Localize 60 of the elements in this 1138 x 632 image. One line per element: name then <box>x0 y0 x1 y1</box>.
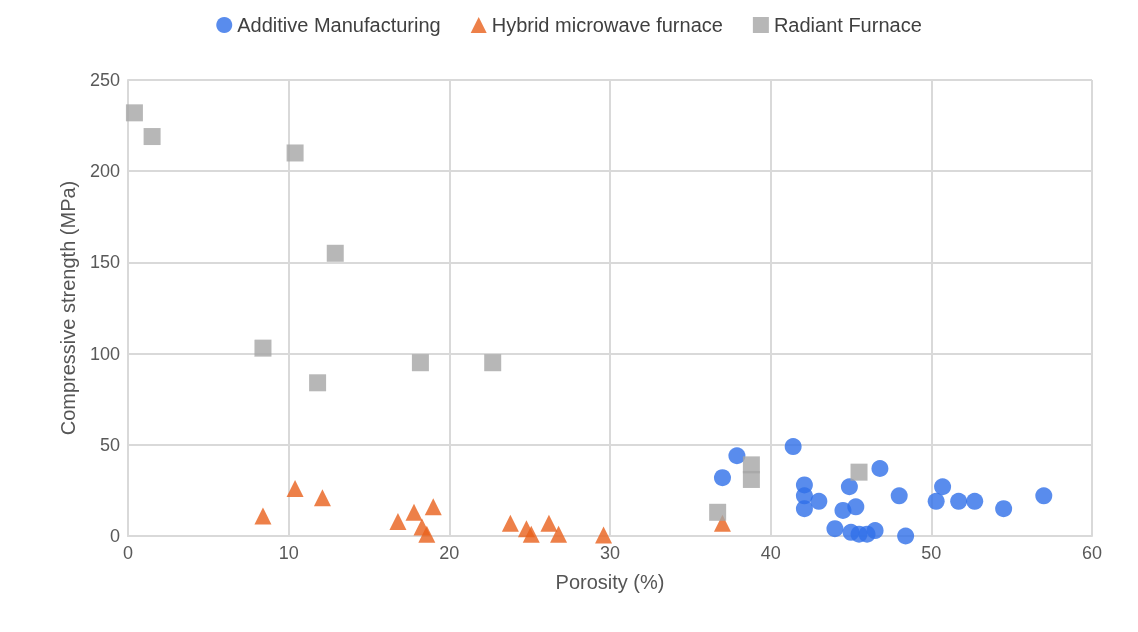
point <box>254 507 272 525</box>
point <box>125 104 143 122</box>
point <box>850 463 868 481</box>
point <box>595 526 613 544</box>
x-tick-label: 60 <box>1081 543 1103 563</box>
y-tick-label: 200 <box>89 161 120 182</box>
point <box>550 525 568 543</box>
y-tick-label: 100 <box>89 343 120 364</box>
point <box>713 469 731 487</box>
point <box>286 144 304 162</box>
point <box>309 374 327 392</box>
point <box>840 478 858 496</box>
point <box>934 478 952 496</box>
point <box>866 522 884 540</box>
point <box>950 492 968 510</box>
point <box>389 512 407 530</box>
point <box>1035 487 1053 505</box>
x-tick-label: 50 <box>921 543 942 563</box>
y-axis-title: Compressive strength (MPa) <box>57 180 79 436</box>
x-axis-title: Porosity (%) <box>555 571 665 593</box>
x-tick-label: 20 <box>439 543 460 563</box>
point <box>540 514 558 532</box>
point <box>405 503 423 521</box>
point <box>871 460 889 478</box>
point <box>897 527 915 545</box>
point <box>709 503 727 521</box>
point <box>522 525 540 543</box>
point <box>254 339 272 357</box>
point <box>847 498 865 516</box>
point <box>411 354 429 372</box>
legend-label: Additive Manufacturing <box>237 14 441 36</box>
y-tick-label: 250 <box>89 70 120 90</box>
point <box>834 501 852 519</box>
point <box>424 498 442 516</box>
point <box>810 492 828 510</box>
x-tick-label: 30 <box>599 543 621 563</box>
x-tick-label: 40 <box>760 543 781 563</box>
legend-label: Radiant Furnace <box>773 14 922 36</box>
legend-label: Hybrid microwave furnace <box>491 14 723 36</box>
x-tick-label: 0 <box>122 543 134 563</box>
point <box>313 489 331 507</box>
point <box>742 470 760 488</box>
point <box>143 128 161 146</box>
y-tick-label: 150 <box>89 252 120 273</box>
x-tick-label: 10 <box>278 543 299 563</box>
point <box>890 487 908 505</box>
y-tick-label: 50 <box>99 434 120 455</box>
point <box>784 438 802 456</box>
point <box>326 244 344 262</box>
y-tick-label: 0 <box>109 526 120 546</box>
point <box>795 500 813 518</box>
point <box>927 492 945 510</box>
point <box>501 514 519 532</box>
point <box>286 480 304 498</box>
point <box>995 500 1013 518</box>
point <box>966 492 984 510</box>
point <box>728 447 746 465</box>
point <box>826 520 844 538</box>
point <box>418 525 436 543</box>
point <box>484 354 502 372</box>
